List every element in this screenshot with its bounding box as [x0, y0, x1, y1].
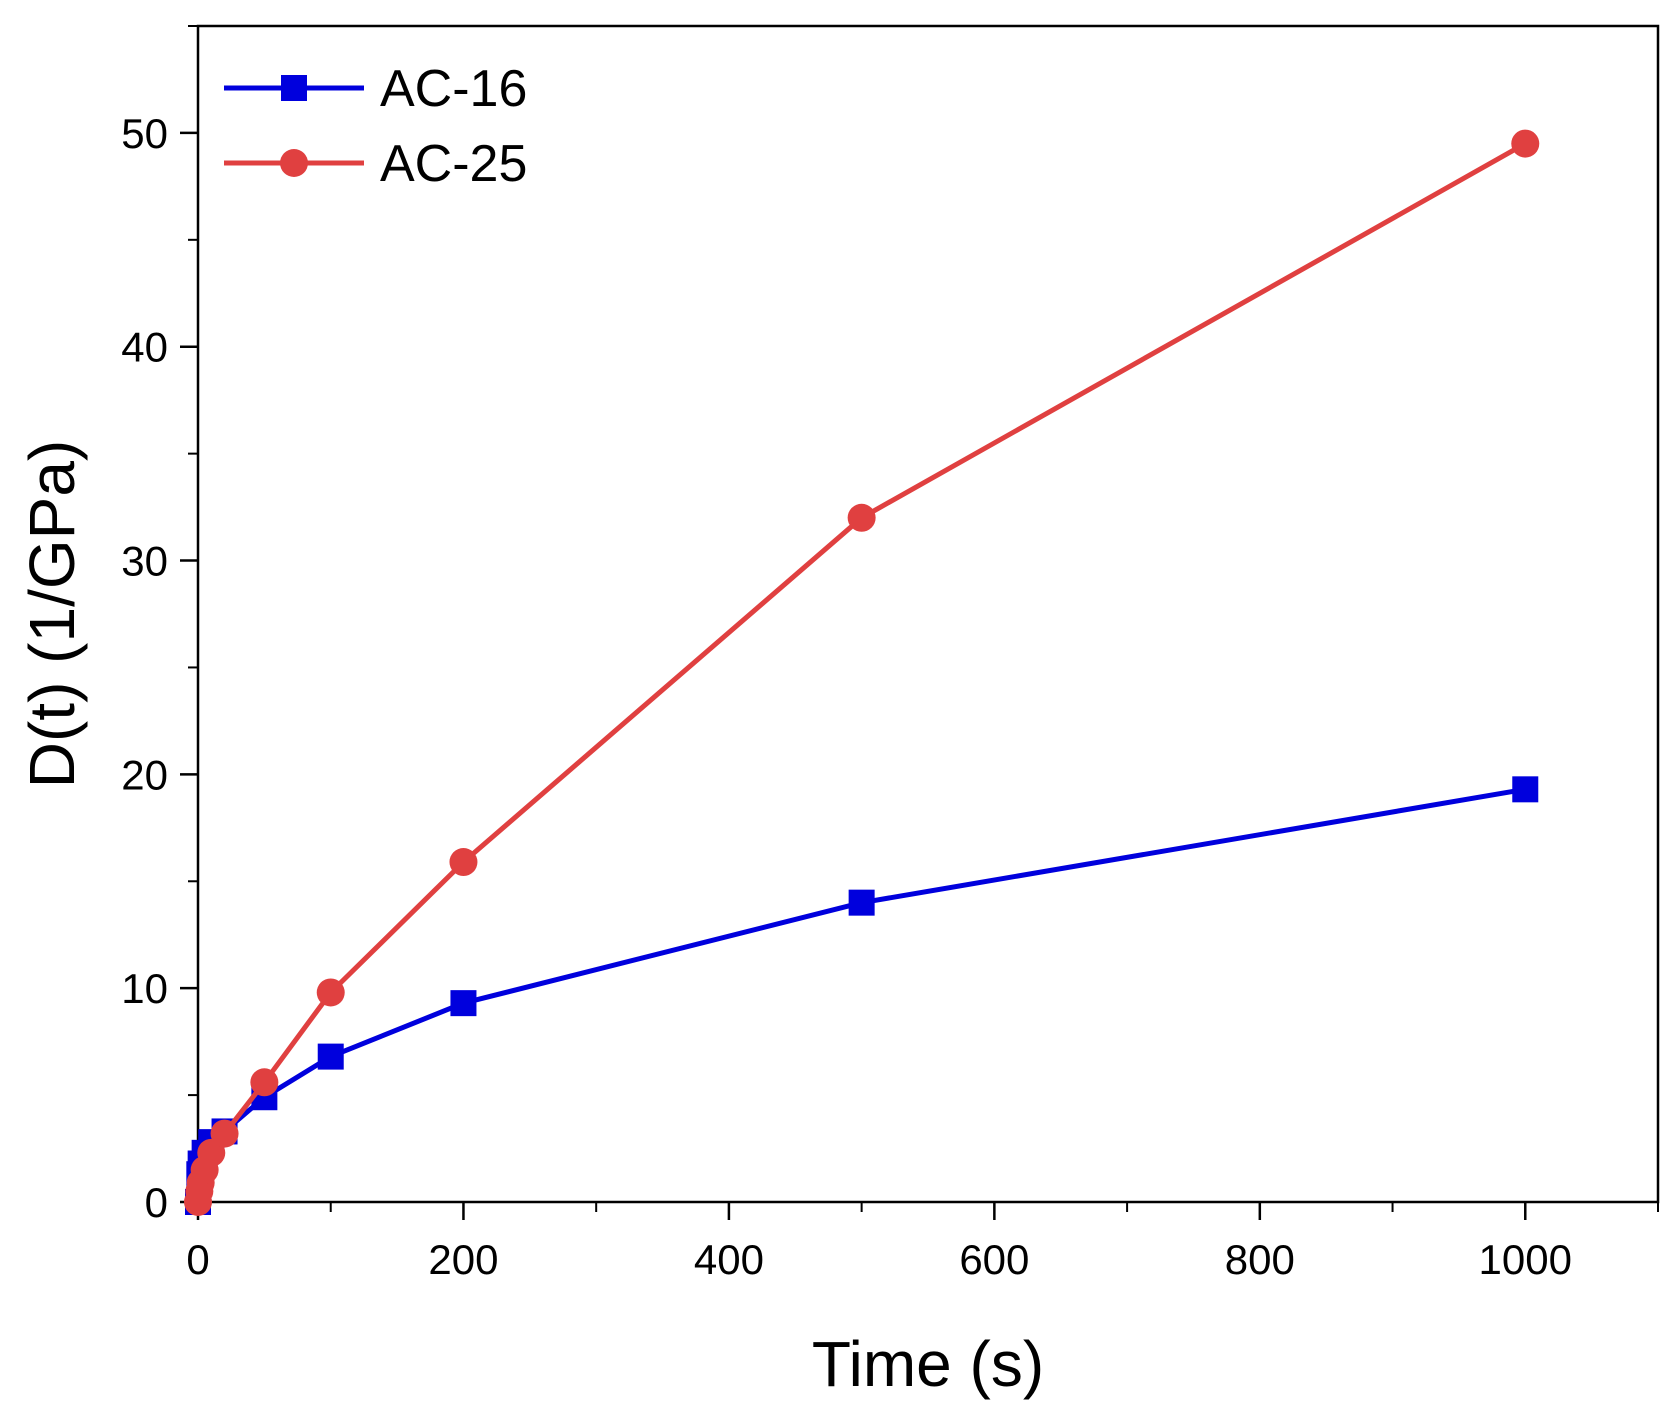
y-tick-label: 50	[121, 110, 168, 157]
data-point	[1511, 129, 1540, 158]
legend: AC-16 AC-25	[224, 60, 527, 193]
legend-marker-ac-16	[281, 75, 307, 101]
y-tick-label: 0	[145, 1179, 168, 1226]
series-line-ac-16	[195, 786, 1526, 1203]
series-layer	[184, 129, 1540, 1216]
y-tick-label: 40	[121, 324, 168, 371]
series-ac-25	[184, 129, 1540, 1216]
data-point	[848, 889, 875, 916]
x-tick-label: 600	[959, 1236, 1029, 1283]
y-tick-label: 20	[121, 751, 168, 798]
data-point	[450, 990, 477, 1017]
x-tick-label: 800	[1225, 1236, 1295, 1283]
plot-frame	[196, 24, 1660, 1204]
series-line-ac-25	[195, 141, 1527, 1203]
data-point	[847, 503, 876, 532]
data-point	[210, 1119, 239, 1148]
ticks-layer: 0 200 400 600 800 1000 0 10 20 30 40 50	[121, 25, 1659, 1283]
series-ac-16	[185, 776, 1539, 1215]
data-point	[449, 848, 478, 877]
y-axis-title: D(t) (1/GPa)	[16, 440, 88, 788]
x-tick-label: 0	[186, 1236, 209, 1283]
x-tick-label: 1000	[1479, 1236, 1572, 1283]
x-tick-label: 200	[428, 1236, 498, 1283]
data-point	[250, 1068, 279, 1097]
y-tick-label: 30	[121, 538, 168, 585]
legend-label-ac-16: AC-16	[380, 60, 527, 118]
legend-marker-ac-25	[280, 149, 308, 177]
y-tick-label: 10	[121, 965, 168, 1012]
data-point	[1512, 776, 1539, 803]
x-axis-title: Time (s)	[812, 1328, 1044, 1400]
data-point	[317, 1043, 344, 1070]
x-tick-label: 400	[694, 1236, 764, 1283]
data-point	[316, 978, 345, 1007]
legend-label-ac-25: AC-25	[380, 135, 527, 193]
